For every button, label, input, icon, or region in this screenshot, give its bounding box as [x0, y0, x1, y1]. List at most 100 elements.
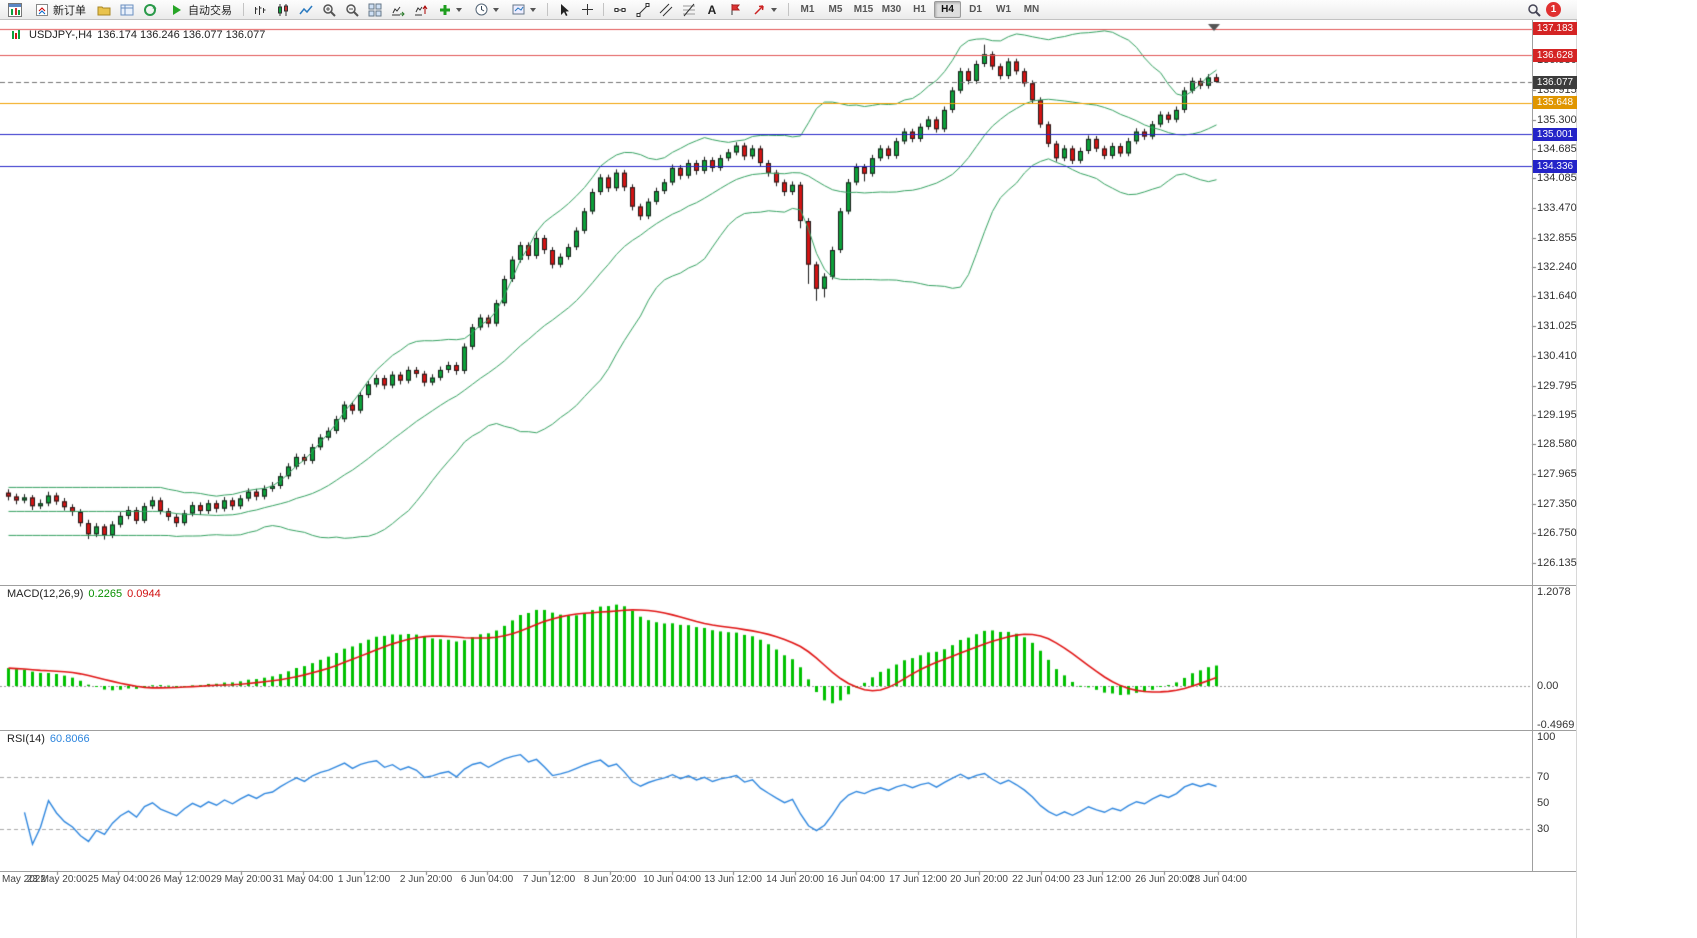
time-label: 17 Jun 12:00: [889, 874, 947, 885]
price-tick-label: 131.025: [1537, 320, 1577, 333]
symbol-ohlc-label: USDJPY-,H4 136.174 136.246 136.077 136.0…: [7, 25, 265, 44]
chart-candles-icon[interactable]: [272, 0, 294, 19]
macd-main-value: 0.2265: [88, 588, 123, 600]
dropdown-caret-icon: [493, 7, 499, 12]
time-label: 28 Jun 04:00: [1189, 874, 1247, 885]
symbol-period-text: USDJPY-,H4: [29, 28, 93, 41]
time-label: 2 Jun 20:00: [399, 874, 453, 885]
time-label: 29 May 20:00: [210, 874, 272, 885]
time-label: 20 Jun 20:00: [950, 874, 1008, 885]
chart-shift-icon[interactable]: [410, 0, 432, 19]
chart-line-icon[interactable]: [295, 0, 317, 19]
timeframe-h4-button[interactable]: H4: [934, 1, 961, 18]
rsi-name: RSI(14): [7, 733, 45, 745]
ohlc-values: 136.174 136.246 136.077 136.077: [97, 28, 266, 41]
auto-scroll-icon[interactable]: [387, 0, 409, 19]
macd-tick-label: 1.2078: [1537, 586, 1571, 598]
time-label: 31 May 04:00: [272, 874, 334, 885]
timeframe-m1-button[interactable]: M1: [800, 4, 815, 15]
price-tick-label: 129.195: [1537, 408, 1577, 421]
search-icon[interactable]: [1523, 0, 1545, 19]
price-line-badge: 136.628: [1533, 48, 1577, 62]
rsi-tick-label: 100: [1537, 731, 1556, 743]
price-tick-label: 133.470: [1537, 202, 1577, 214]
new-order-icon: [33, 0, 50, 19]
crosshair-icon[interactable]: [576, 0, 598, 19]
timeframe-w1-button[interactable]: W1: [996, 4, 1011, 15]
time-label: 23 Jun 12:00: [1073, 874, 1131, 885]
auto-trading-button[interactable]: 自动交易: [162, 0, 238, 19]
toolbar-separator: [603, 3, 604, 16]
notification-badge[interactable]: 1: [1546, 2, 1561, 17]
tile-windows-icon[interactable]: [364, 0, 386, 19]
new-order-button[interactable]: 新订单: [27, 0, 92, 19]
time-label: 23 May 20:00: [26, 874, 88, 885]
time-label: 13 Jun 12:00: [704, 874, 762, 885]
time-label: 8 Jun 20:00: [583, 874, 637, 885]
time-axis-line: [0, 871, 1576, 872]
price-tick-label: 135.300: [1537, 113, 1577, 126]
fibonacci-tool-icon[interactable]: [678, 0, 700, 19]
price-tick-label: 126.135: [1537, 556, 1577, 569]
indicators-button[interactable]: [433, 0, 468, 19]
arrow-tool-icon[interactable]: [747, 0, 783, 19]
dropdown-caret-icon: [530, 7, 536, 12]
timeframe-h1-button[interactable]: H1: [913, 4, 926, 15]
time-label: 26 Jun 20:00: [1135, 874, 1193, 885]
price-line-badge: 136.077: [1533, 75, 1577, 89]
chart-overlays: USDJPY-,H4 136.174 136.246 136.077 136.0…: [0, 20, 1577, 885]
toolbar: 新订单 自动交易: [0, 0, 1577, 20]
zoom-in-icon[interactable]: [318, 0, 340, 19]
rsi-tick-label: 70: [1537, 770, 1550, 783]
panel-separator-macd[interactable]: [0, 585, 1576, 586]
price-tick-label: 132.240: [1537, 261, 1577, 274]
label-tool-icon[interactable]: [724, 0, 746, 19]
rsi-label: RSI(14) 60.8066: [7, 733, 90, 745]
price-tick-label: 130.410: [1537, 349, 1577, 362]
toolbar-separator: [788, 3, 789, 16]
hline-tool-icon[interactable]: [609, 0, 631, 19]
trendline-tool-icon[interactable]: [632, 0, 654, 19]
price-tick-label: 134.085: [1537, 172, 1577, 185]
price-tick-label: 131.640: [1537, 290, 1577, 303]
cursor-icon[interactable]: [553, 0, 575, 19]
toolbar-separator: [547, 3, 548, 16]
timeframe-m5-button[interactable]: M5: [828, 4, 843, 15]
new-chart-icon[interactable]: [4, 0, 26, 19]
refresh-icon[interactable]: [139, 0, 161, 19]
zoom-out-icon[interactable]: [341, 0, 363, 19]
chart-bars-icon[interactable]: [249, 0, 271, 19]
price-tick-label: 132.855: [1537, 231, 1577, 244]
macd-name: MACD(12,26,9): [7, 588, 84, 600]
play-icon: [168, 0, 185, 19]
timeframe-d1-button[interactable]: D1: [969, 4, 982, 15]
text-tool-icon[interactable]: A: [701, 0, 723, 19]
time-label: 14 Jun 20:00: [766, 874, 824, 885]
channel-tool-icon[interactable]: [655, 0, 677, 19]
time-label: 16 Jun 04:00: [827, 874, 885, 885]
time-label: May 2022: [2, 874, 46, 885]
time-label: 25 May 04:00: [87, 874, 149, 885]
timeframe-mn-button[interactable]: MN: [1023, 4, 1040, 15]
periods-button[interactable]: [469, 0, 505, 19]
macd-tick-label: -0.4969: [1537, 718, 1575, 731]
timeframe-m30-button[interactable]: M30: [881, 4, 902, 15]
time-label: 22 Jun 04:00: [1012, 874, 1070, 885]
macd-label: MACD(12,26,9) 0.2265 0.0944: [7, 588, 161, 600]
panel-separator-rsi[interactable]: [0, 730, 1576, 731]
time-label: 6 Jun 04:00: [460, 874, 514, 885]
price-tick-label: 127.350: [1537, 497, 1577, 510]
macd-signal-value: 0.0944: [127, 588, 161, 600]
dropdown-caret-icon: [771, 7, 777, 12]
price-tick-label: 134.685: [1537, 143, 1577, 156]
rsi-tick-label: 30: [1537, 823, 1550, 836]
templates-button[interactable]: [506, 0, 542, 19]
market-watch-icon[interactable]: [116, 0, 138, 19]
profiles-icon[interactable]: [93, 0, 115, 19]
timeframe-m15-button[interactable]: M15: [853, 4, 874, 15]
time-label: 26 May 12:00: [149, 874, 211, 885]
toolbar-separator: [243, 3, 244, 16]
